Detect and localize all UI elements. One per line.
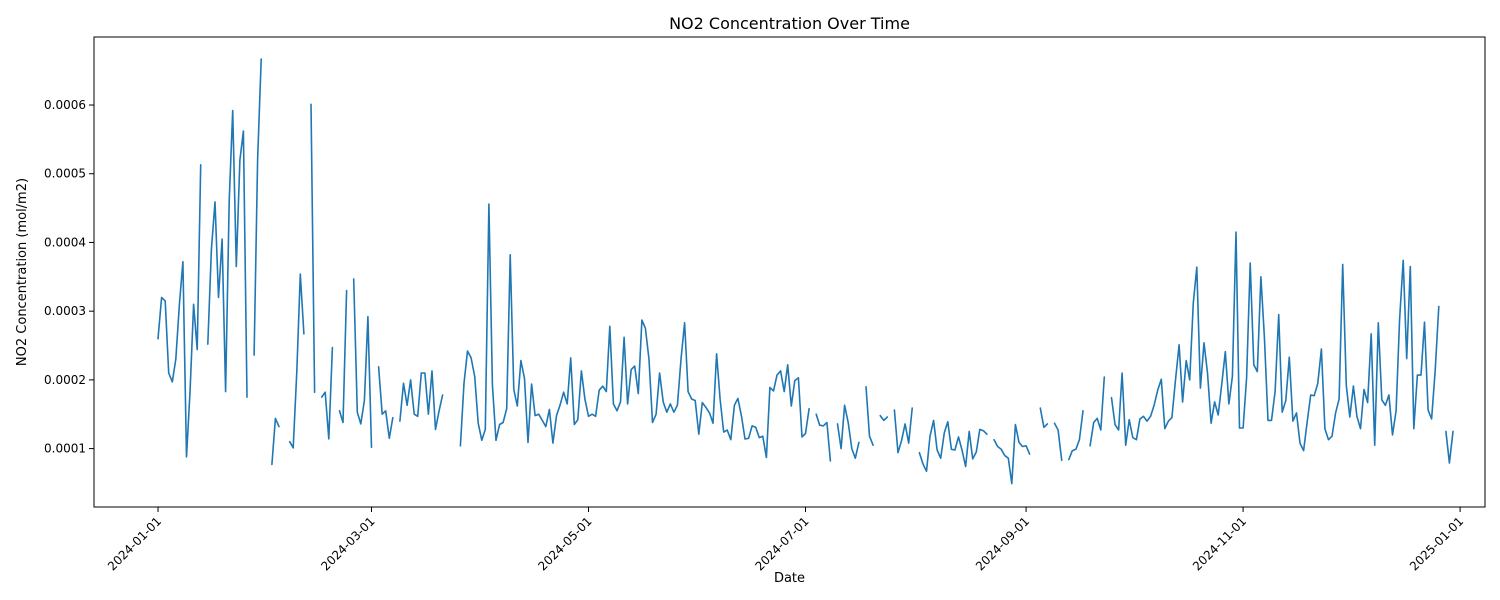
y-tick-label: 0.0001 [44,442,86,456]
x-axis-label: Date [774,571,805,586]
series-line-segment [1053,422,1063,462]
series-line-segment [1068,409,1084,461]
series-line-segment [879,414,889,422]
series-line-segment [377,365,394,440]
y-tick-label: 0.0003 [44,304,86,318]
x-tick-label: 2024-05-01 [535,514,594,573]
series-line-segment [1110,231,1440,452]
x-tick-label: 2024-07-01 [752,514,811,573]
y-axis-ticks: 0.0001 0.0002 0.0003 0.0004 0.0005 0.0006 [44,98,94,456]
series-line-segment [288,273,305,449]
series-line-segment [1089,376,1106,447]
series-line-segment [836,404,860,460]
series-line-segment [399,370,444,431]
plot-area-frame [93,36,1486,508]
series-line-segment [1039,407,1049,429]
x-axis-ticks: 2024-01-01 2024-03-01 2024-05-01 2024-07-01… [105,507,1466,573]
series-line-segment [918,419,988,473]
x-tick-label: 2025-01-01 [1407,514,1466,573]
x-tick-label: 2024-11-01 [1190,514,1249,573]
x-tick-label: 2024-09-01 [973,514,1032,573]
chart-title: NO2 Concentration Over Time [669,14,910,33]
series-line-segment [352,278,373,449]
series-line-segment [815,413,832,462]
y-tick-label: 0.0002 [44,373,86,387]
series-line-segment [338,289,348,424]
series-line-segment [893,407,914,454]
x-tick-label: 2024-03-01 [318,514,377,573]
series-line-segment [1445,430,1454,464]
series-line-segment [271,417,280,466]
series-line-segment [320,346,334,440]
series-line-segment [865,385,874,447]
series-line-segment [459,203,810,459]
series-line-segment [310,103,316,394]
y-tick-label: 0.0005 [44,167,86,181]
y-tick-label: 0.0006 [44,98,86,112]
series-line-segment [207,109,248,398]
x-tick-label: 2024-01-01 [105,514,164,573]
y-tick-label: 0.0004 [44,235,86,249]
series-line-segment [253,58,263,356]
series-line-segment [993,423,1031,485]
y-axis-label: NO2 Concentration (mol/m2) [15,178,30,366]
series-lines [157,58,1454,485]
series-line-segment [157,164,202,458]
